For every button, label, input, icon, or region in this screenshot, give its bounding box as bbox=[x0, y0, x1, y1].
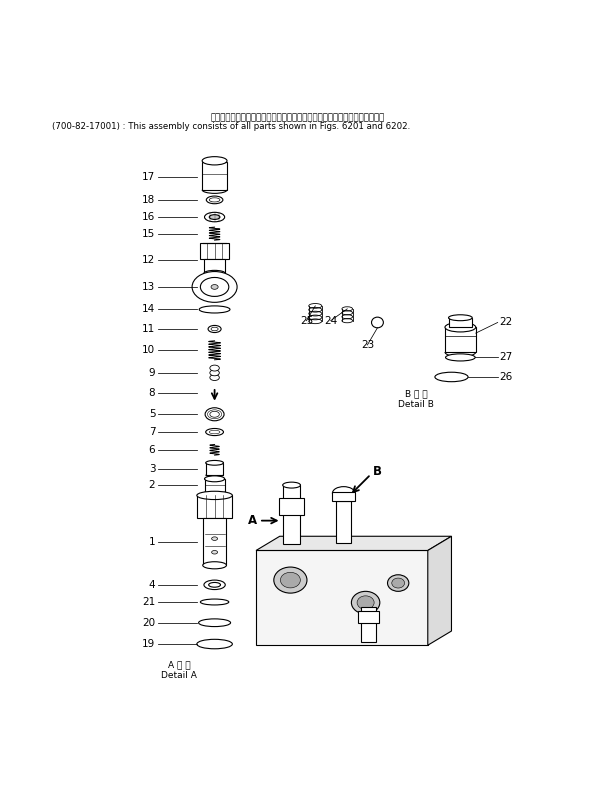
Bar bbox=[358, 611, 379, 623]
Ellipse shape bbox=[203, 561, 227, 569]
Ellipse shape bbox=[206, 461, 224, 465]
Bar bbox=[204, 259, 226, 274]
Ellipse shape bbox=[204, 270, 226, 276]
Text: 4: 4 bbox=[149, 580, 155, 590]
Ellipse shape bbox=[446, 354, 475, 361]
Text: 23: 23 bbox=[361, 340, 374, 350]
Ellipse shape bbox=[280, 573, 300, 588]
Bar bbox=[202, 162, 227, 190]
Ellipse shape bbox=[209, 431, 220, 434]
Text: A 詳 細
Detail A: A 詳 細 Detail A bbox=[161, 661, 197, 680]
Ellipse shape bbox=[206, 428, 224, 435]
Text: 9: 9 bbox=[149, 368, 155, 377]
Bar bbox=[361, 607, 375, 642]
Text: 11: 11 bbox=[142, 324, 155, 334]
Ellipse shape bbox=[371, 317, 383, 328]
Text: 7: 7 bbox=[149, 427, 155, 437]
Bar bbox=[336, 501, 352, 543]
Ellipse shape bbox=[204, 580, 226, 589]
Ellipse shape bbox=[210, 370, 220, 376]
Text: 1: 1 bbox=[149, 537, 155, 546]
Text: 5: 5 bbox=[149, 409, 155, 419]
Ellipse shape bbox=[199, 619, 231, 626]
Text: 18: 18 bbox=[142, 195, 155, 205]
Ellipse shape bbox=[333, 487, 355, 500]
Ellipse shape bbox=[445, 323, 476, 332]
Bar bbox=[333, 492, 355, 501]
Ellipse shape bbox=[435, 372, 468, 381]
Text: 6: 6 bbox=[149, 445, 155, 455]
Bar bbox=[205, 479, 225, 492]
Text: 27: 27 bbox=[499, 352, 512, 362]
Text: 24: 24 bbox=[324, 316, 337, 326]
Text: A: A bbox=[248, 514, 256, 527]
Ellipse shape bbox=[212, 550, 218, 554]
Ellipse shape bbox=[209, 582, 221, 587]
Ellipse shape bbox=[209, 197, 220, 202]
Bar bbox=[206, 463, 224, 475]
Text: 20: 20 bbox=[142, 618, 155, 628]
Ellipse shape bbox=[192, 271, 237, 302]
Bar bbox=[203, 518, 227, 565]
Ellipse shape bbox=[274, 567, 307, 593]
Text: 12: 12 bbox=[142, 255, 155, 266]
Ellipse shape bbox=[197, 491, 233, 500]
Text: 3: 3 bbox=[149, 464, 155, 473]
Ellipse shape bbox=[202, 157, 227, 165]
Text: 25: 25 bbox=[300, 316, 313, 326]
Text: 19: 19 bbox=[142, 639, 155, 649]
Polygon shape bbox=[256, 536, 452, 550]
Bar bbox=[279, 498, 304, 515]
Bar bbox=[256, 550, 428, 646]
Polygon shape bbox=[428, 536, 452, 646]
Text: B: B bbox=[373, 465, 383, 478]
Ellipse shape bbox=[197, 639, 233, 649]
Text: 17: 17 bbox=[142, 172, 155, 182]
Text: B 詳 細
Detail B: B 詳 細 Detail B bbox=[398, 390, 434, 409]
Text: 10: 10 bbox=[142, 345, 155, 355]
Text: 2: 2 bbox=[149, 481, 155, 490]
Bar bbox=[201, 243, 229, 259]
Bar bbox=[197, 496, 233, 518]
Ellipse shape bbox=[449, 315, 472, 320]
Text: (700-82-17001) : This assembly consists of all parts shown in Figs. 6201 and 620: (700-82-17001) : This assembly consists … bbox=[52, 121, 410, 131]
Ellipse shape bbox=[210, 374, 220, 381]
Ellipse shape bbox=[352, 592, 380, 614]
Ellipse shape bbox=[283, 482, 300, 488]
Ellipse shape bbox=[205, 476, 225, 482]
Text: このアセンブリの構成部品は第６２０１図および第６２０２図を含みます．: このアセンブリの構成部品は第６２０１図および第６２０２図を含みます． bbox=[211, 113, 384, 122]
Ellipse shape bbox=[210, 365, 220, 371]
Ellipse shape bbox=[357, 596, 374, 609]
Ellipse shape bbox=[206, 196, 223, 204]
Text: 8: 8 bbox=[149, 388, 155, 398]
Text: 15: 15 bbox=[142, 228, 155, 239]
Ellipse shape bbox=[205, 213, 225, 222]
Ellipse shape bbox=[212, 537, 218, 540]
Text: 14: 14 bbox=[142, 305, 155, 315]
Bar bbox=[283, 485, 300, 544]
Ellipse shape bbox=[209, 215, 220, 220]
Ellipse shape bbox=[208, 325, 221, 332]
Ellipse shape bbox=[211, 285, 218, 289]
Text: 26: 26 bbox=[499, 372, 512, 382]
Ellipse shape bbox=[392, 578, 405, 588]
Ellipse shape bbox=[211, 328, 218, 331]
Text: 16: 16 bbox=[142, 212, 155, 222]
Ellipse shape bbox=[387, 575, 409, 592]
Ellipse shape bbox=[205, 408, 224, 421]
Ellipse shape bbox=[201, 278, 229, 297]
Ellipse shape bbox=[201, 599, 229, 605]
Bar bbox=[449, 318, 472, 328]
Text: 13: 13 bbox=[142, 282, 155, 292]
Text: 21: 21 bbox=[142, 597, 155, 607]
Ellipse shape bbox=[210, 412, 220, 417]
Text: 22: 22 bbox=[499, 317, 512, 328]
Bar bbox=[445, 328, 476, 352]
Ellipse shape bbox=[199, 306, 230, 313]
